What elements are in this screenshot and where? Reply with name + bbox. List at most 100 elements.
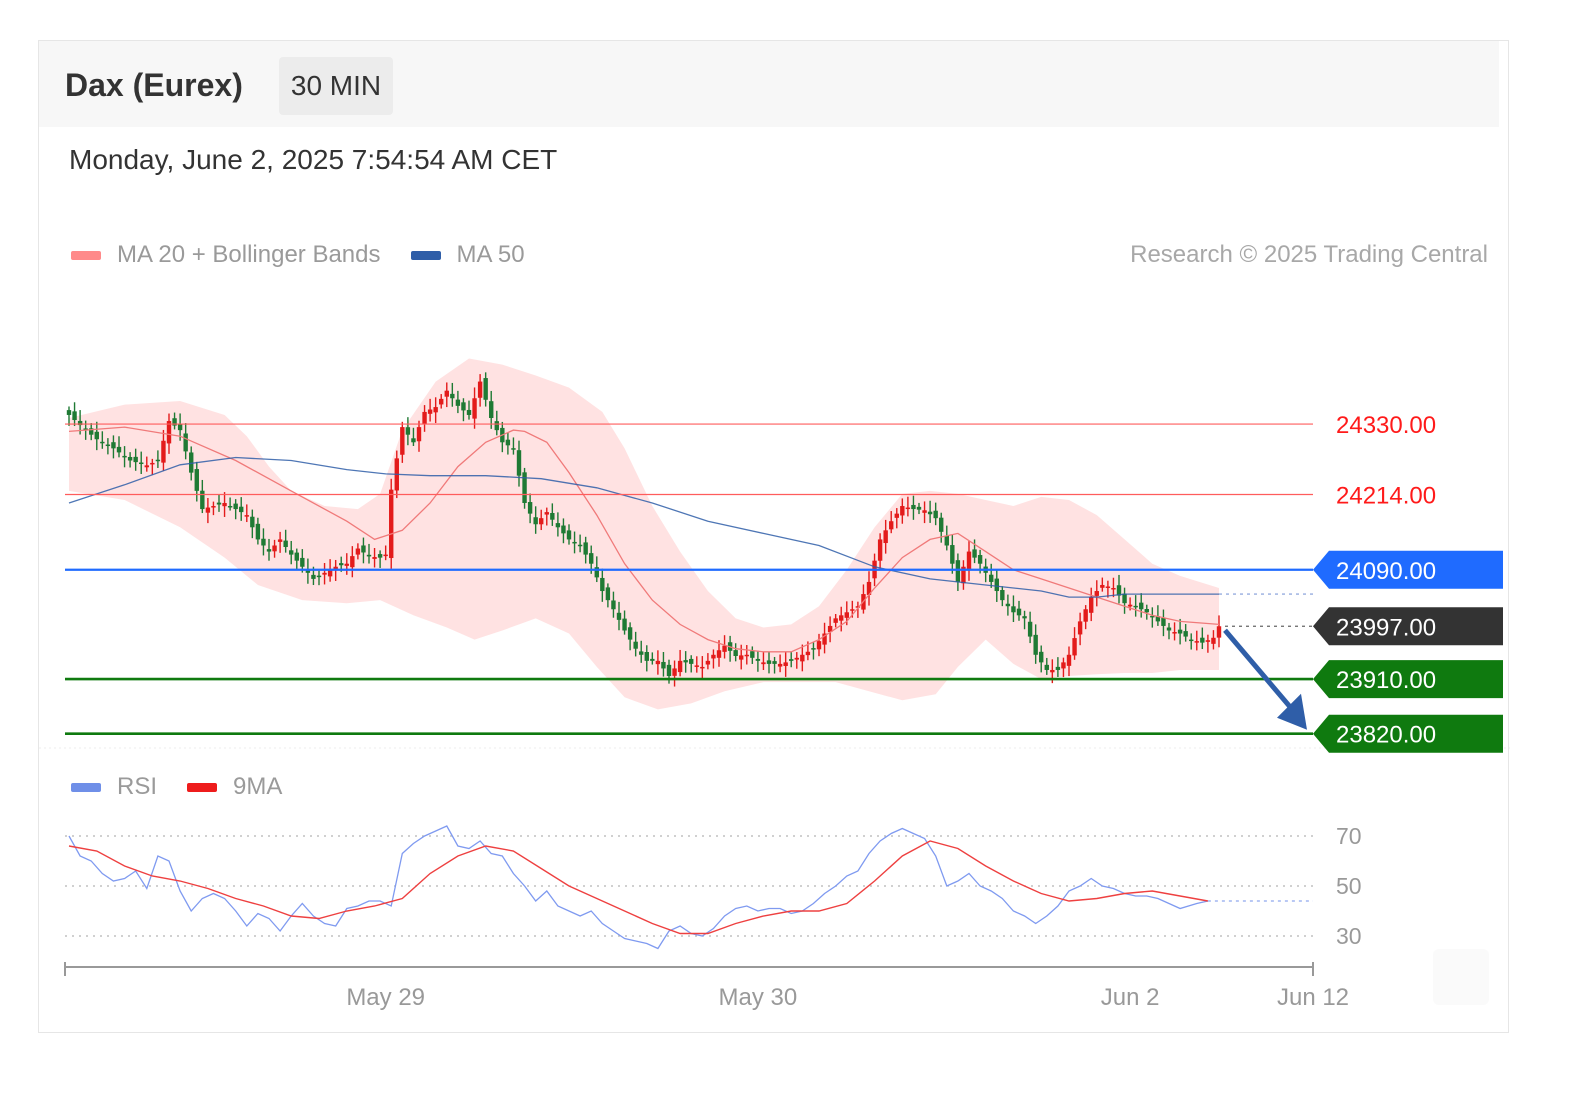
candle-body: [400, 427, 405, 455]
candle-body: [494, 421, 499, 431]
candle-body: [689, 658, 694, 664]
candle-body: [1094, 591, 1099, 596]
resistance-label: 24214.00: [1336, 483, 1436, 510]
candle-body: [189, 452, 194, 473]
candle-body: [289, 550, 294, 555]
candle-body: [333, 566, 338, 571]
candle-body: [1127, 604, 1133, 607]
rsi-tick-label: 30: [1336, 923, 1362, 949]
pivot-label: 24090.00: [1336, 558, 1436, 585]
candle-body: [1022, 616, 1027, 619]
candle-body: [1183, 631, 1188, 637]
price-chart: 24330.00 24214.00 24090.00 23997.00 23910.00…: [39, 358, 1510, 1011]
candle-body: [439, 398, 444, 405]
candle-body: [677, 660, 683, 673]
candle-body: [1189, 639, 1194, 642]
candle-body: [722, 645, 727, 652]
chart-menu-button[interactable]: [1433, 949, 1489, 1005]
research-credit: Research © 2025 Trading Central: [1130, 241, 1488, 268]
candle-body: [789, 659, 794, 661]
resistance-label: 24330.00: [1336, 412, 1436, 439]
candle-body: [1111, 588, 1116, 590]
candle-body: [822, 633, 827, 645]
candle-body: [1072, 638, 1077, 656]
candle-body: [1000, 590, 1005, 601]
candle-body: [622, 618, 627, 631]
candle-body: [1055, 666, 1061, 670]
candle-body: [816, 641, 822, 650]
candle-body: [372, 557, 377, 559]
candle-body: [94, 431, 99, 440]
candle-body: [1150, 615, 1155, 618]
candle-body: [472, 398, 477, 419]
rsi-legend: RSI 9MA: [71, 773, 282, 801]
candle-body: [600, 577, 605, 592]
candle-body: [277, 539, 283, 542]
candle-body: [916, 506, 922, 510]
candle-body: [694, 665, 699, 667]
pivot-label-tag: [1313, 550, 1503, 589]
candle-body: [1100, 584, 1105, 588]
candle-body: [800, 654, 805, 662]
candle-body: [1172, 632, 1177, 634]
candle-body: [783, 662, 788, 666]
candle-body: [811, 648, 816, 650]
candle-body: [972, 549, 977, 558]
candle-body: [1211, 637, 1216, 644]
last-label: 23997.00: [1336, 614, 1436, 641]
candle-body: [1133, 605, 1138, 608]
candle-body: [733, 650, 738, 656]
candle-body: [716, 650, 722, 658]
candle-body: [250, 516, 255, 528]
candle-body: [761, 662, 766, 665]
time-axis-label: Jun 2: [1101, 984, 1160, 1011]
candle-body: [489, 401, 494, 418]
candle-body: [66, 410, 72, 415]
support-label: 23910.00: [1336, 667, 1436, 694]
candle-body: [650, 658, 655, 661]
candle-body: [833, 618, 838, 623]
candle-body: [544, 512, 549, 515]
candle-body: [877, 539, 883, 561]
candle-body: [844, 612, 849, 618]
candle-body: [1027, 621, 1033, 637]
candle-body: [300, 557, 305, 567]
candle-body: [1122, 593, 1127, 604]
ma50-swatch: [410, 250, 441, 260]
candle-body: [161, 440, 166, 463]
candle-body: [666, 664, 672, 677]
candle-body: [77, 420, 83, 426]
support-label-tag: [1313, 714, 1503, 753]
candle-body: [1105, 586, 1111, 588]
candle-body: [855, 606, 861, 608]
candle-body: [933, 510, 938, 519]
candle-body: [655, 660, 661, 665]
rsi-legend-label: RSI: [117, 773, 158, 800]
candle-body: [1077, 621, 1083, 635]
candle-body: [1177, 629, 1183, 634]
candle-body: [555, 523, 561, 528]
candle-body: [583, 542, 588, 555]
candle-body: [1033, 634, 1038, 655]
forecast-arrow-shaft: [1223, 628, 1303, 722]
candle-body: [239, 506, 244, 513]
candle-body: [366, 554, 372, 557]
candle-body: [133, 456, 138, 463]
candle-body: [477, 381, 483, 398]
candle-body: [639, 651, 644, 655]
candle-body: [577, 544, 583, 547]
candle-body: [539, 518, 544, 525]
timeframe-badge[interactable]: 30 MIN: [279, 57, 393, 115]
candle-body: [177, 423, 183, 431]
candle-body: [227, 505, 233, 508]
candle-body: [139, 462, 144, 465]
candle-body: [383, 554, 388, 557]
candle-body: [1200, 637, 1205, 643]
candle-body: [322, 572, 327, 575]
candle-body: [1039, 651, 1044, 663]
candle-body: [566, 530, 572, 540]
candle-body: [644, 651, 649, 661]
ma20-legend: MA 20 + Bollinger Bands MA 50: [71, 241, 525, 269]
candle-body: [750, 651, 755, 658]
candle-body: [550, 512, 555, 520]
